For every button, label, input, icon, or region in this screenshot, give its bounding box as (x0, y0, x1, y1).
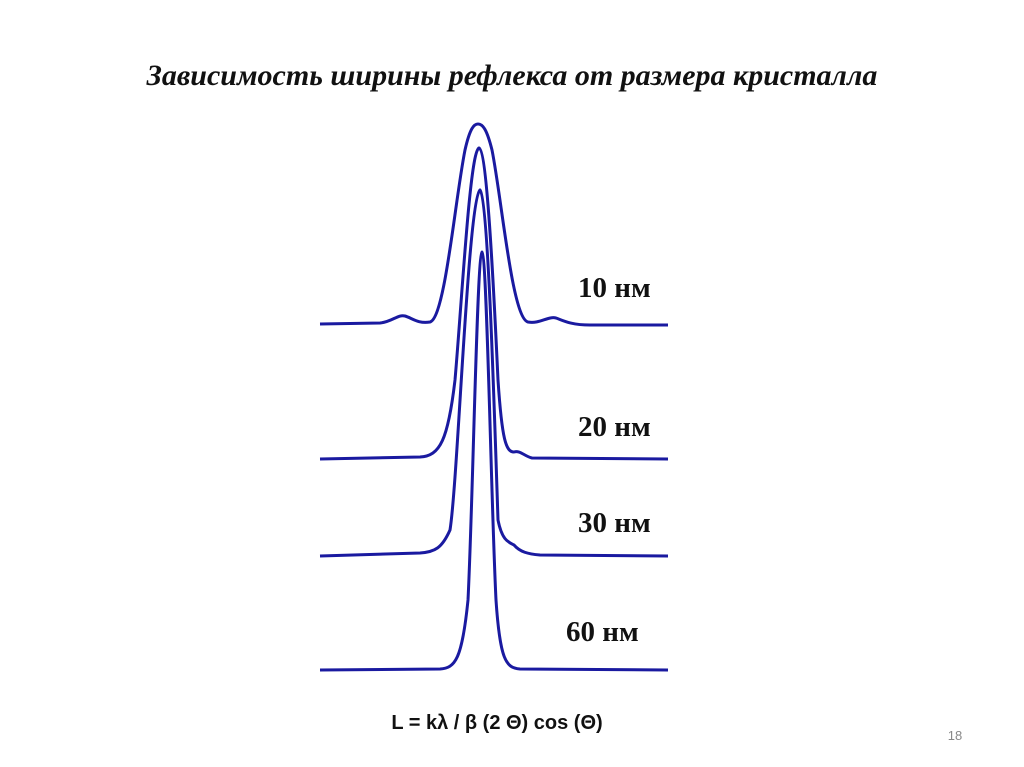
curve-label: 10 нм (578, 272, 651, 304)
page-number: 18 (948, 728, 962, 743)
curve-20nm (319, 146, 669, 461)
curve-label: 20 нм (578, 411, 651, 443)
curve-60nm (319, 250, 669, 672)
curve-label: 30 нм (578, 507, 651, 539)
slide-title: Зависимость ширины рефлекса от размера к… (146, 59, 878, 92)
formula: L = kλ / β (2 Θ) cos (Θ) (391, 712, 602, 734)
curve-label: 60 нм (566, 616, 639, 648)
curve-10nm (319, 122, 668, 327)
curve-30nm (319, 188, 669, 558)
